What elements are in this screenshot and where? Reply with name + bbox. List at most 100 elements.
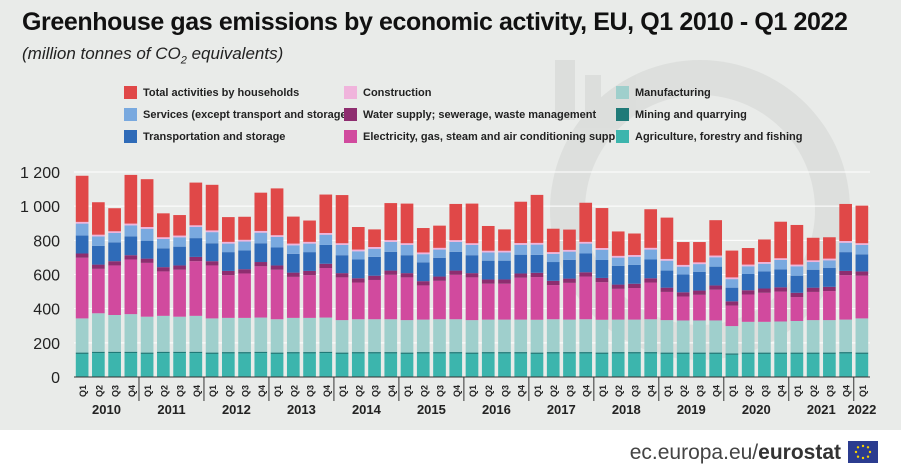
year-label: 2016 bbox=[482, 402, 511, 417]
bar-segment bbox=[514, 201, 528, 244]
bar-segment bbox=[433, 319, 446, 353]
bar-segment bbox=[855, 318, 869, 353]
bar-segment bbox=[563, 352, 576, 354]
bar-segment bbox=[140, 258, 154, 263]
quarter-tick-label: Q1 bbox=[78, 385, 88, 397]
bar-segment bbox=[530, 277, 544, 320]
legend-swatch bbox=[616, 86, 629, 99]
bar-segment bbox=[335, 244, 349, 256]
bar-segment bbox=[693, 320, 706, 353]
bar-segment bbox=[238, 269, 251, 274]
bar-segment bbox=[92, 234, 105, 237]
bar-segment bbox=[238, 317, 251, 353]
bar-segment bbox=[644, 259, 658, 279]
bar-segment bbox=[384, 251, 398, 271]
bar-segment bbox=[368, 279, 381, 320]
bar-segment bbox=[400, 277, 414, 321]
bar-segment bbox=[140, 316, 154, 353]
bar-segment bbox=[676, 352, 690, 354]
bar-segment bbox=[481, 252, 495, 261]
bar-segment bbox=[319, 353, 333, 377]
bar-segment bbox=[839, 275, 852, 320]
bar-segment bbox=[368, 275, 381, 280]
bar-segment bbox=[92, 353, 105, 377]
bar-segment bbox=[465, 352, 479, 354]
quarter-tick-label: Q1 bbox=[858, 385, 868, 397]
bar-segment bbox=[189, 351, 203, 354]
bar-segment bbox=[806, 352, 820, 354]
bar-segment bbox=[595, 259, 609, 278]
quarter-tick-label: Q3 bbox=[825, 385, 835, 397]
bar-segment bbox=[611, 265, 625, 285]
bar-segment bbox=[855, 243, 869, 245]
bar-segment bbox=[400, 244, 414, 256]
bar-segment bbox=[514, 244, 528, 255]
bar-segment bbox=[157, 315, 170, 352]
bar-segment bbox=[498, 252, 511, 261]
bar-segment bbox=[108, 265, 121, 315]
quarter-tick-label: Q1 bbox=[208, 385, 218, 397]
quarter-tick-label: Q3 bbox=[306, 385, 316, 397]
bar-segment bbox=[286, 352, 300, 354]
legend-swatch bbox=[616, 108, 629, 121]
bar-segment bbox=[286, 353, 300, 377]
footer-url[interactable]: ec.europa.eu/eurostat bbox=[629, 441, 841, 464]
legend-item: Services (except transport and storage) bbox=[124, 108, 350, 121]
bar-segment bbox=[758, 321, 771, 353]
bar-segment bbox=[498, 260, 511, 280]
quarter-tick-label: Q4 bbox=[647, 385, 657, 397]
bar-segment bbox=[709, 255, 723, 258]
bar-segment bbox=[839, 352, 852, 354]
bar-segment bbox=[498, 229, 511, 251]
bar-segment bbox=[530, 242, 544, 245]
bar-segment bbox=[579, 243, 593, 254]
bar-segment bbox=[286, 317, 300, 353]
bar-segment bbox=[514, 254, 528, 274]
bar-segment bbox=[238, 216, 251, 240]
bar-segment bbox=[644, 353, 658, 377]
bar-segment bbox=[108, 261, 121, 266]
bar-segment bbox=[157, 238, 170, 249]
bar-segment bbox=[92, 236, 105, 246]
bar-segment bbox=[595, 249, 609, 260]
bar-segment bbox=[790, 264, 804, 267]
legend-item: Agriculture, forestry and fishing bbox=[616, 130, 802, 143]
quarter-tick-label: Q1 bbox=[403, 385, 413, 397]
bar-segment bbox=[157, 237, 170, 239]
bar-segment bbox=[595, 353, 609, 377]
bar-segment bbox=[693, 353, 706, 377]
bar-segment bbox=[839, 242, 852, 253]
bar-segment bbox=[173, 351, 186, 354]
bar-segment bbox=[579, 353, 593, 377]
bar-segment bbox=[157, 248, 170, 268]
bar-segment bbox=[611, 319, 625, 353]
bar-segment bbox=[530, 353, 544, 377]
legend-item: Electricity, gas, steam and air conditio… bbox=[344, 130, 624, 143]
bar-segment bbox=[221, 241, 235, 244]
bar-segment bbox=[335, 273, 349, 278]
bar-segment bbox=[741, 294, 755, 322]
bar-segment bbox=[823, 260, 836, 269]
quarter-tick-label: Q2 bbox=[94, 385, 104, 397]
bar-segment bbox=[108, 314, 121, 352]
quarter-tick-label: Q3 bbox=[371, 385, 381, 397]
bar-segment bbox=[205, 265, 219, 319]
eu-flag-icon bbox=[848, 441, 878, 463]
bar-segment bbox=[790, 353, 804, 377]
bar-segment bbox=[92, 264, 105, 269]
bar-segment bbox=[855, 352, 869, 354]
bar-segment bbox=[254, 230, 268, 233]
legend-swatch bbox=[124, 130, 137, 143]
bar-segment bbox=[205, 230, 219, 233]
bar-segment bbox=[189, 315, 203, 352]
bar-segment bbox=[140, 179, 154, 228]
bar-segment bbox=[319, 232, 333, 235]
bar-segment bbox=[351, 319, 365, 353]
bar-segment bbox=[628, 353, 641, 377]
bar-segment bbox=[303, 352, 316, 354]
legend-label: Agriculture, forestry and fishing bbox=[635, 130, 803, 143]
year-label: 2012 bbox=[222, 402, 251, 417]
bar-segment bbox=[238, 239, 251, 242]
bar-segment bbox=[75, 353, 89, 377]
bar-segment bbox=[449, 352, 463, 354]
